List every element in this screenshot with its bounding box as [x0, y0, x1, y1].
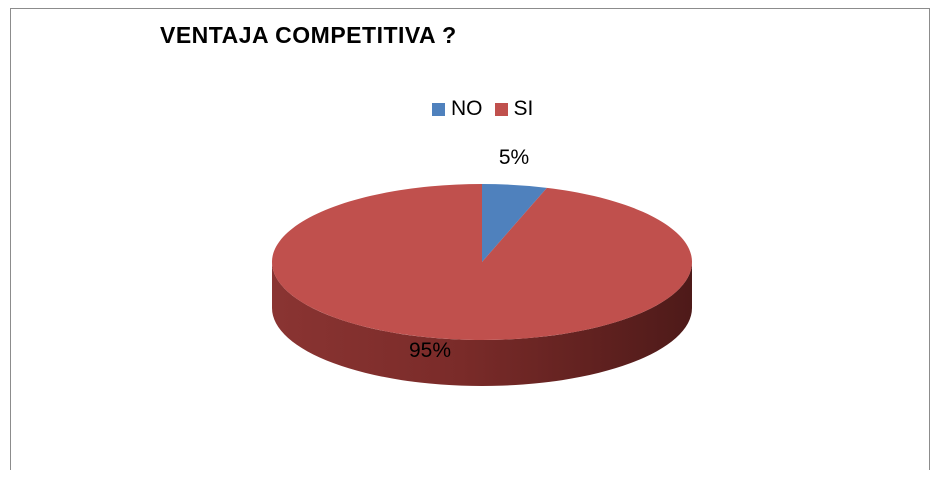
pie-side-si — [272, 262, 692, 386]
legend-label-si: SI — [513, 97, 534, 120]
data-label-si: 95% — [409, 339, 451, 362]
legend-item-si: SI — [494, 97, 534, 121]
legend-swatch-no — [432, 102, 445, 116]
data-label-no: 5% — [499, 146, 529, 169]
chart-title: VENTAJA COMPETITIVA ? — [160, 22, 457, 48]
pie-slice-si — [271, 184, 692, 340]
chart-frame — [10, 8, 930, 470]
chart-legend: NO SI — [432, 97, 545, 121]
legend-item-no: NO — [432, 97, 483, 121]
pie-slice-no — [482, 184, 547, 262]
legend-swatch-si — [494, 102, 508, 116]
legend-label-no: NO — [451, 97, 483, 120]
